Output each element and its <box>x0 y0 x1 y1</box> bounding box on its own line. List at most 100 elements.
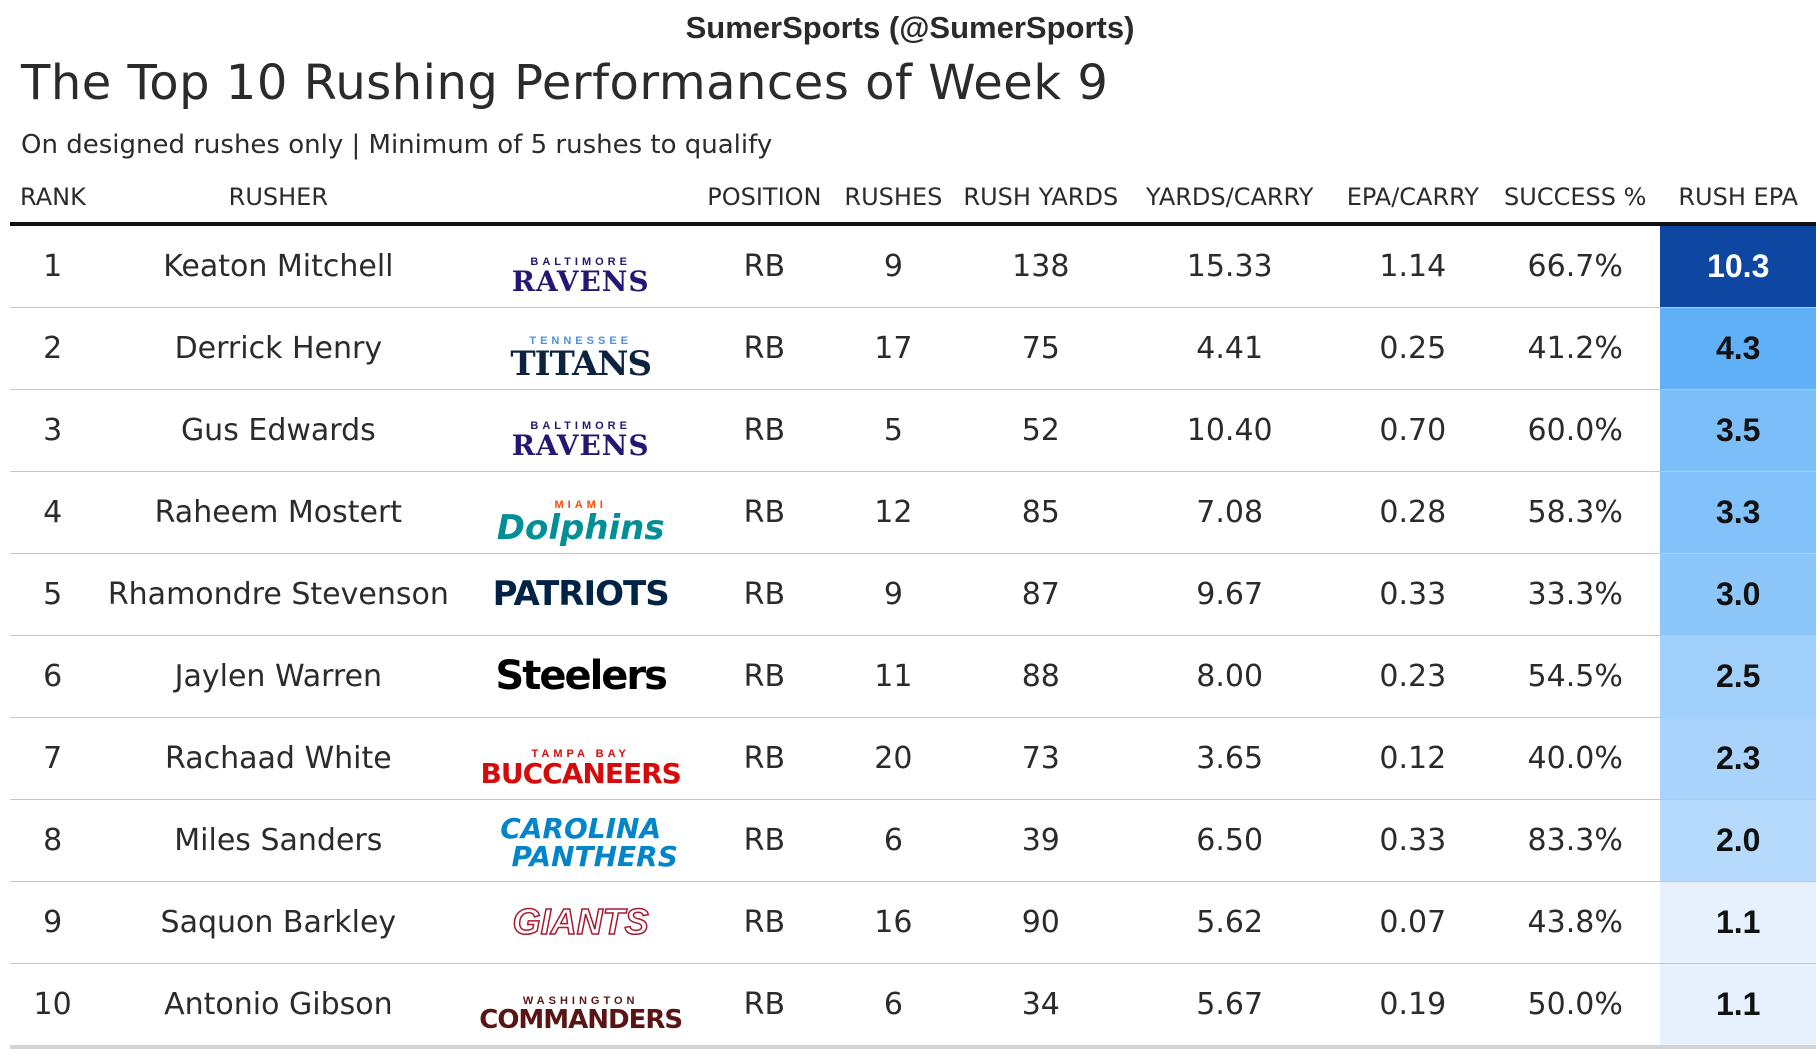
header-team-logo <box>461 172 700 226</box>
logo-wordmark: BUCCANEERS <box>480 756 682 790</box>
yards-carry-cell: 6.50 <box>1123 799 1336 882</box>
position-cell: RB <box>699 307 829 390</box>
success-cell: 43.8% <box>1489 881 1661 964</box>
yards-carry-cell: 15.33 <box>1123 224 1336 308</box>
logo-wordmark-small: BALTIMORE <box>530 419 631 432</box>
chart-title: The Top 10 Rushing Performances of Week … <box>21 55 1109 111</box>
position-cell: RB <box>699 553 829 636</box>
logo-wordmark: Dolphins <box>496 507 665 548</box>
rank-cell: 6 <box>10 635 96 718</box>
table-row: 5 Rhamondre Stevenson PATRIOTS RB 9 87 9.67 0.3… <box>10 553 1816 636</box>
header-rushes: RUSHES <box>828 172 958 226</box>
header-rush-epa: RUSH EPA <box>1660 172 1816 226</box>
position-cell: RB <box>699 471 829 554</box>
epa-carry-cell: 0.70 <box>1335 389 1490 472</box>
logo-wordmark: Steelers <box>495 653 668 699</box>
dolphins-logo: MIAMI Dolphins <box>496 498 665 548</box>
yards-carry-cell: 8.00 <box>1123 635 1336 718</box>
position-cell: RB <box>699 799 829 882</box>
team-logo-cell: BALTIMORE RAVENS <box>461 224 700 308</box>
rush-yards-cell: 90 <box>957 881 1124 964</box>
table-row: 10 Antonio Gibson WASHINGTON COMMANDERS RB 6 3… <box>10 963 1816 1049</box>
rank-cell: 3 <box>10 389 96 472</box>
table-row: 3 Gus Edwards BALTIMORE RAVENS RB 5 52 10.40 0.7… <box>10 389 1816 472</box>
rank-cell: 9 <box>10 881 96 964</box>
team-logo-cell: Steelers <box>461 635 700 718</box>
table-row: 7 Rachaad White TAMPA BAY BUCCANEERS RB 20 73 3… <box>10 717 1816 800</box>
epa-carry-cell: 0.25 <box>1335 307 1490 390</box>
rush-yards-cell: 39 <box>957 799 1124 882</box>
rusher-name: Miles Sanders <box>95 799 462 882</box>
success-cell: 54.5% <box>1489 635 1661 718</box>
rusher-name: Antonio Gibson <box>95 963 462 1049</box>
yards-carry-cell: 9.67 <box>1123 553 1336 636</box>
rusher-name: Gus Edwards <box>95 389 462 472</box>
rank-cell: 10 <box>10 963 96 1049</box>
giants-logo: GIANTS <box>512 900 650 942</box>
logo-wordmark-small: MIAMI <box>554 498 607 511</box>
titans-logo: TENNESSEE TITANS <box>510 335 652 384</box>
rank-cell: 2 <box>10 307 96 390</box>
team-logo-cell: TAMPA BAY BUCCANEERS <box>461 717 700 800</box>
success-cell: 33.3% <box>1489 553 1661 636</box>
header-rush-yards: RUSH YARDS <box>957 172 1124 226</box>
yards-carry-cell: 4.41 <box>1123 307 1336 390</box>
rush-epa-cell: 2.5 <box>1660 635 1816 718</box>
epa-carry-cell: 0.23 <box>1335 635 1490 718</box>
rank-cell: 4 <box>10 471 96 554</box>
team-logo-cell: PATRIOTS <box>461 553 700 636</box>
watermark: SumerSports (@SumerSports) <box>685 10 1135 45</box>
rush-epa-cell: 3.3 <box>1660 471 1816 554</box>
table-body: 1 Keaton Mitchell BALTIMORE RAVENS RB 9 138 15.… <box>10 224 1816 1049</box>
rusher-name: Raheem Mostert <box>95 471 462 554</box>
header-success: SUCCESS % <box>1489 172 1661 226</box>
success-cell: 50.0% <box>1489 963 1661 1049</box>
logo-wordmark: GIANTS <box>512 900 650 942</box>
header-yards-carry: YARDS/CARRY <box>1123 172 1336 226</box>
ravens-logo: BALTIMORE RAVENS <box>512 419 650 460</box>
table-row: 2 Derrick Henry TENNESSEE TITANS RB 17 75 4.41 0… <box>10 307 1816 390</box>
rushes-cell: 17 <box>828 307 958 390</box>
rusher-name: Derrick Henry <box>95 307 462 390</box>
rush-epa-cell: 3.5 <box>1660 389 1816 472</box>
epa-carry-cell: 0.12 <box>1335 717 1490 800</box>
rushes-cell: 16 <box>828 881 958 964</box>
yards-carry-cell: 3.65 <box>1123 717 1336 800</box>
rush-epa-cell: 1.1 <box>1660 963 1816 1049</box>
success-cell: 60.0% <box>1489 389 1661 472</box>
rusher-name: Rachaad White <box>95 717 462 800</box>
rank-cell: 8 <box>10 799 96 882</box>
epa-carry-cell: 1.14 <box>1335 224 1490 308</box>
rush-yards-cell: 73 <box>957 717 1124 800</box>
position-cell: RB <box>699 389 829 472</box>
position-cell: RB <box>699 881 829 964</box>
success-cell: 40.0% <box>1489 717 1661 800</box>
rushes-cell: 20 <box>828 717 958 800</box>
logo-wordmark: PANTHERS <box>511 839 678 873</box>
position-cell: RB <box>699 717 829 800</box>
logo-wordmark: COMMANDERS <box>479 1004 683 1035</box>
rush-epa-cell: 3.0 <box>1660 553 1816 636</box>
header-epa-carry: EPA/CARRY <box>1335 172 1490 226</box>
table-row: 8 Miles Sanders CAROLINA PANTHERS RB 6 39 6.50 0… <box>10 799 1816 882</box>
ravens-logo: BALTIMORE RAVENS <box>512 256 650 296</box>
team-logo-cell: GIANTS <box>461 881 700 964</box>
success-cell: 66.7% <box>1489 224 1661 308</box>
epa-carry-cell: 0.33 <box>1335 799 1490 882</box>
rush-epa-cell: 2.0 <box>1660 799 1816 882</box>
logo-wordmark-small: CAROLINA <box>500 811 662 845</box>
rush-epa-cell: 1.1 <box>1660 881 1816 964</box>
table-row: 6 Jaylen Warren Steelers RB 11 88 8.00 0.23 54.5… <box>10 635 1816 718</box>
rush-yards-cell: 88 <box>957 635 1124 718</box>
rushes-cell: 6 <box>828 799 958 882</box>
team-logo-cell: MIAMI Dolphins <box>461 471 700 554</box>
header-position: POSITION <box>699 172 829 226</box>
logo-wordmark: TITANS <box>510 343 652 384</box>
team-logo-cell: CAROLINA PANTHERS <box>461 799 700 882</box>
table-row: 1 Keaton Mitchell BALTIMORE RAVENS RB 9 138 15.… <box>10 224 1816 308</box>
epa-carry-cell: 0.33 <box>1335 553 1490 636</box>
yards-carry-cell: 5.62 <box>1123 881 1336 964</box>
table-row: 4 Raheem Mostert MIAMI Dolphins RB 12 85 7.08 0.… <box>10 471 1816 554</box>
rusher-name: Saquon Barkley <box>95 881 462 964</box>
rushes-cell: 5 <box>828 389 958 472</box>
